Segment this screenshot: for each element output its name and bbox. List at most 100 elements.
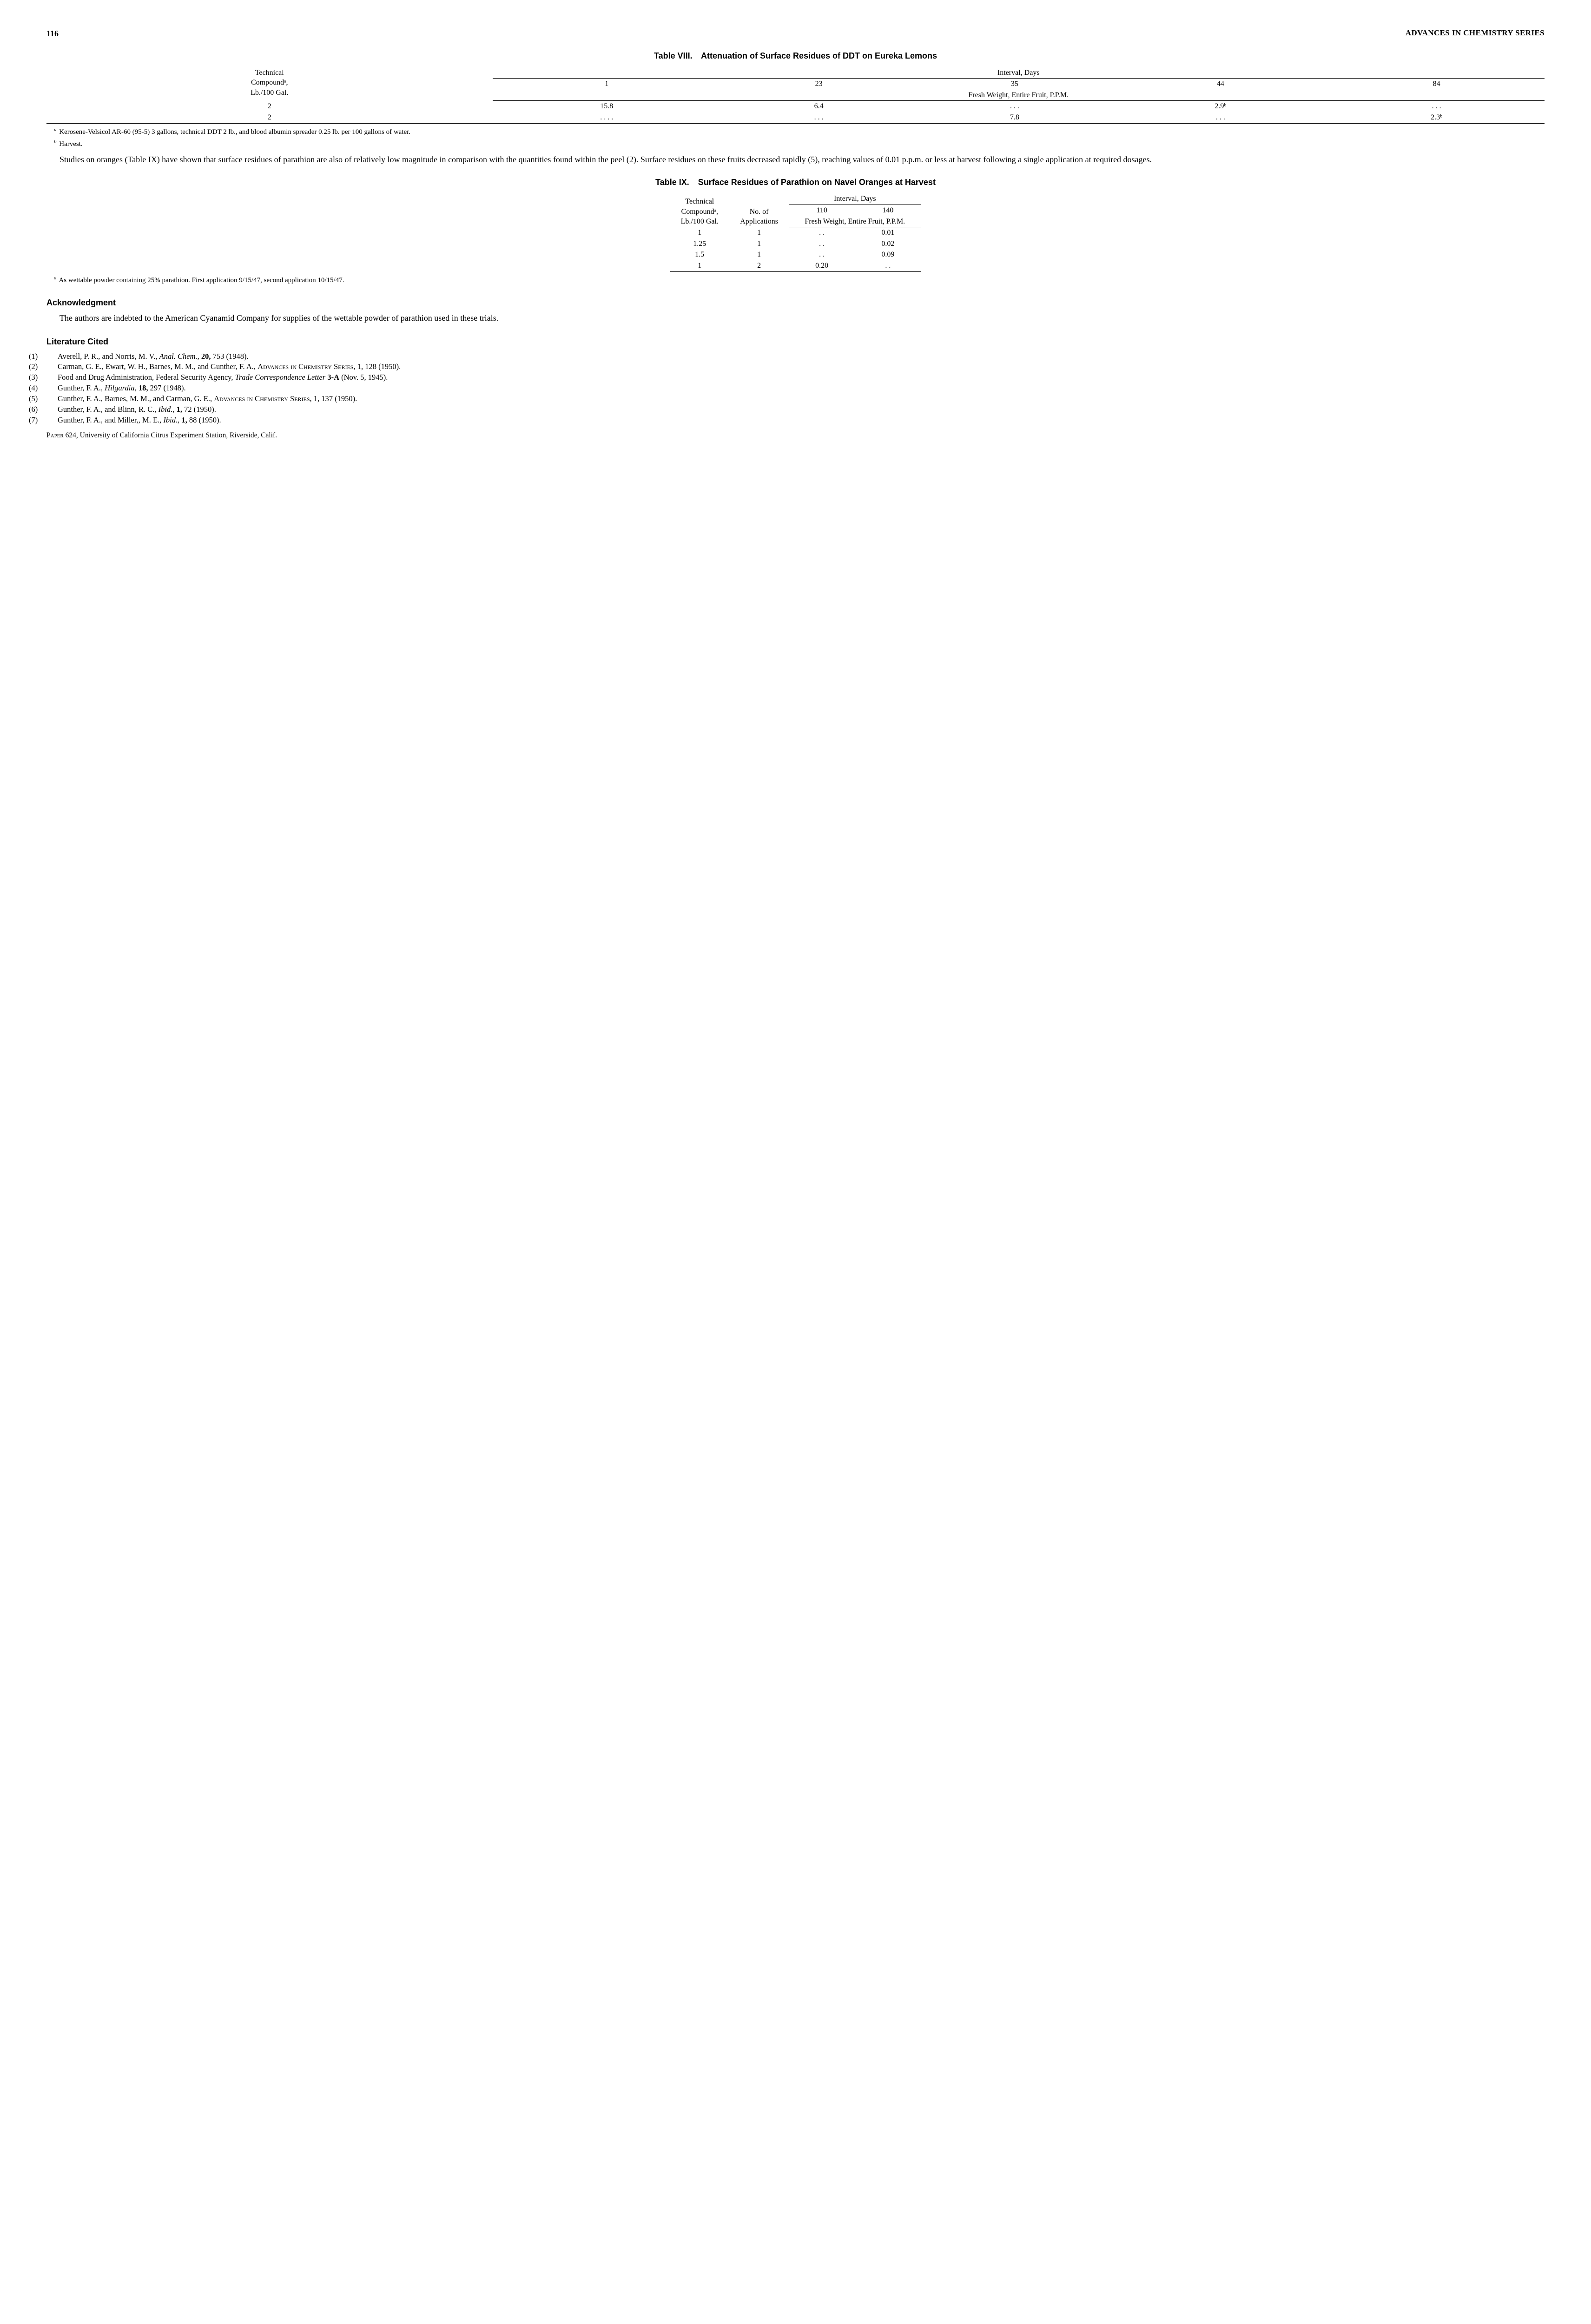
page-number: 116 [46,28,59,39]
sub-header: Fresh Weight, Entire Fruit, P.P.M. [789,216,921,227]
ref-vol: 18, [137,383,148,392]
cell: . . . [1328,101,1545,112]
table-row: 1 1 . . 0.01 [670,227,921,238]
ref-rest: (Nov. 5, 1945). [339,373,388,382]
table-row: 1 2 0.20 . . [670,260,921,271]
ref-text: Averell, P. R., and Norris, M. V., [58,352,159,361]
table-row: 2 . . . . . . . 7.8 . . . 2.3ᵇ [46,112,1545,123]
ref-text: Gunther, F. A., [58,383,105,392]
table-8: Technical Compoundᵃ, Lb./100 Gal. Interv… [46,67,1545,124]
table-8-caption: Attenuation of Surface Residues of DDT o… [701,51,937,60]
footnote-text: Kerosene-Velsicol AR-60 (95-5) 3 gallons… [59,128,410,136]
col-header: No. of Applications [729,193,789,227]
colhead-line-1: No. of [750,208,769,216]
table-row-header: Technical Compoundᵃ, Lb./100 Gal. [46,67,493,101]
literature-heading: Literature Cited [46,336,1545,347]
table-row: 2 15.8 6.4 . . . 2.9ᵇ . . . [46,101,1545,112]
cell: 15.8 [493,101,721,112]
ref-rest: 1, 128 (1950). [356,362,401,371]
footnote-text: Harvest. [59,140,82,148]
ref-number: (5) [46,394,58,403]
reference-item: (4)Gunther, F. A., Hilgardia, 18, 297 (1… [46,383,1545,393]
reference-item: (5)Gunther, F. A., Barnes, M. M., and Ca… [46,394,1545,403]
ref-text: Carman, G. E., Ewart, W. H., Barnes, M. … [58,362,257,371]
reference-item: (6)Gunther, F. A., and Blinn, R. C., Ibi… [46,404,1545,414]
ref-rest: 1, 137 (1950). [312,394,357,403]
cell: 1 [670,260,730,271]
ref-journal: Ibid., [163,416,179,424]
cell: 1.5 [670,249,730,260]
paper-rest: 624, University of California Citrus Exp… [64,431,277,439]
ref-vol: 1, [179,416,187,424]
cell: 1 [729,249,789,260]
acknowledgment-text: The authors are indebted to the American… [46,312,1545,324]
rowhead-line-2: Compoundᵃ, [251,79,288,86]
footnote-marker: a [54,275,57,281]
series-name: ADVANCES IN CHEMISTRY SERIES [1406,28,1545,39]
body-paragraph: Studies on oranges (Table IX) have shown… [46,153,1545,165]
ref-number: (2) [46,362,58,371]
col-header: 44 [1113,79,1329,90]
ref-vol: 20, [201,352,211,361]
ref-vol: 1, [175,405,183,414]
reference-item: (1)Averell, P. R., and Norris, M. V., An… [46,351,1545,361]
ref-rest: 297 (1948). [148,383,186,392]
table-8-footnote-a: a Kerosene-Velsicol AR-60 (95-5) 3 gallo… [46,126,1545,137]
reference-item: (2)Carman, G. E., Ewart, W. H., Barnes, … [46,362,1545,371]
table-9-caption: Surface Residues of Parathion on Navel O… [698,178,936,187]
ref-text: Gunther, F. A., and Miller,, M. E., [58,416,163,424]
table-8-footnote-b: b Harvest. [46,139,1545,149]
col-header: 140 [855,205,921,216]
cell: . . [789,249,855,260]
acknowledgment-heading: Acknowledgment [46,297,1545,308]
col-header: 84 [1328,79,1545,90]
table-row: 1.25 1 . . 0.02 [670,238,921,250]
table-8-number: Table VIII. [654,51,693,60]
rowhead-line-2: Compoundᵃ, [681,208,719,216]
cell: 2.9ᵇ [1113,101,1329,112]
cell: 1 [729,238,789,250]
page-header: 116 ADVANCES IN CHEMISTRY SERIES [46,28,1545,39]
cell: . . . . [493,112,721,123]
cell: 1.25 [670,238,730,250]
cell: 2 [46,112,493,123]
ref-rest: 753 (1948). [211,352,249,361]
spanning-header: Interval, Days [493,67,1545,79]
ref-text: Gunther, F. A., and Blinn, R. C., [58,405,158,414]
rowhead-line-3: Lb./100 Gal. [681,218,719,225]
spanning-header: Interval, Days [789,193,921,205]
ref-number: (3) [46,372,58,382]
ref-rest: 88 (1950). [187,416,221,424]
ref-number: (6) [46,404,58,414]
cell: 1 [729,227,789,238]
rowhead-line-3: Lb./100 Gal. [251,89,288,97]
ref-rest: 72 (1950). [182,405,216,414]
cell: . . . [721,112,917,123]
ref-journal: Trade Correspondence Letter [235,373,326,382]
col-header: 23 [721,79,917,90]
paper-line: Paper 624, University of California Citr… [46,431,1545,441]
cell: 0.09 [855,249,921,260]
rowhead-line-1: Technical [255,69,284,77]
ref-series: Advances in Chemistry Series, [214,394,311,403]
col-header: 110 [789,205,855,216]
table-9-footnote-a: a As wettable powder containing 25% para… [46,275,1545,285]
cell: 2.3ᵇ [1328,112,1545,123]
cell: 1 [670,227,730,238]
footnote-marker: b [54,139,57,145]
table-8-title: Table VIII. Attenuation of Surface Resid… [46,50,1545,61]
table-9-title: Table IX. Surface Residues of Parathion … [46,177,1545,188]
table-row-header: Technical Compoundᵃ, Lb./100 Gal. [670,193,730,227]
ref-number: (4) [46,383,58,393]
ref-series: Advances in Chemistry Series, [257,362,355,371]
cell: 0.02 [855,238,921,250]
ref-journal: Anal. Chem., [159,352,201,361]
cell: 0.20 [789,260,855,271]
cell: 2 [729,260,789,271]
table-9: Technical Compoundᵃ, Lb./100 Gal. No. of… [670,193,921,271]
rowhead-line-1: Technical [685,198,714,205]
references-list: (1)Averell, P. R., and Norris, M. V., An… [46,351,1545,425]
reference-item: (7)Gunther, F. A., and Miller,, M. E., I… [46,415,1545,425]
sub-header: Fresh Weight, Entire Fruit, P.P.M. [493,90,1545,101]
ref-number: (7) [46,415,58,425]
